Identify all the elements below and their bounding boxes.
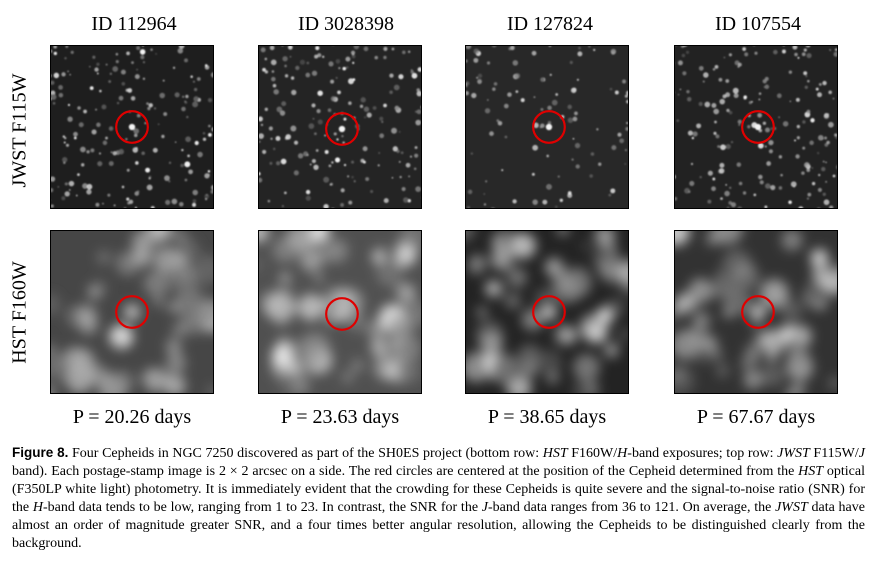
caption-text: -band exposures; top row:: [627, 446, 778, 461]
hst-image: [51, 231, 213, 393]
cepheid-marker-circle: [115, 295, 149, 329]
period-label-4: P = 67.67 days: [696, 406, 816, 428]
caption-text: F160W/: [567, 446, 618, 461]
stamp-jwst-4: [674, 45, 838, 209]
caption-italic: J: [481, 500, 488, 515]
row-label-jwst: JWST F115W: [0, 40, 40, 220]
stamp-hst-4: [674, 230, 838, 394]
jwst-image: [466, 46, 628, 208]
stamp-hst-1: [50, 230, 214, 394]
caption-text: -band data tends to be low, ranging from…: [42, 500, 482, 515]
caption-text: band). Each postage-stamp image is 2 × 2…: [12, 464, 799, 479]
stamp-hst-2: [258, 230, 422, 394]
stamp-jwst-2: [258, 45, 422, 209]
period-label-1: P = 20.26 days: [72, 406, 192, 428]
caption-italic: HST: [798, 464, 824, 479]
column-title-2: ID 3028398: [297, 13, 395, 35]
hst-image: [466, 231, 628, 393]
jwst-image: [51, 46, 213, 208]
stamp-jwst-3: [465, 45, 629, 209]
column-title-1: ID 112964: [91, 13, 177, 35]
figure-caption: Figure 8. Four Cepheids in NGC 7250 disc…: [12, 444, 865, 553]
column-title-4: ID 107554: [714, 13, 802, 35]
cepheid-marker-circle: [532, 295, 566, 329]
caption-text: F115W/: [809, 446, 859, 461]
caption-text: data have almost an order of magnitude g…: [12, 500, 865, 551]
stamp-jwst-1: [50, 45, 214, 209]
period-label-3: P = 38.65 days: [487, 406, 607, 428]
cepheid-marker-circle: [325, 297, 359, 331]
caption-italic: HST: [542, 446, 568, 461]
period-label-2: P = 23.63 days: [280, 406, 400, 428]
jwst-image: [675, 46, 837, 208]
row-label-hst-text: HST F160W: [8, 260, 31, 364]
caption-italic: JWST: [777, 446, 810, 461]
caption-italic: H: [617, 446, 628, 461]
caption-italic: JWST: [775, 500, 808, 515]
caption-italic: H: [32, 500, 43, 515]
caption-text: optical (F350LP white light) photometry.…: [12, 464, 865, 515]
column-title-3: ID 127824: [506, 13, 594, 35]
caption-text: -band data ranges from 36 to 121. On ave…: [488, 500, 776, 515]
hst-image: [259, 231, 421, 393]
hst-image: [675, 231, 837, 393]
cepheid-marker-circle: [325, 112, 359, 146]
caption-italic: J: [858, 446, 865, 461]
row-label-jwst-text: JWST F115W: [8, 73, 31, 187]
caption-text: Four Cepheids in NGC 7250 discovered as …: [68, 446, 543, 461]
cepheid-marker-circle: [115, 110, 149, 144]
row-label-hst: HST F160W: [0, 222, 40, 402]
cepheid-marker-circle: [532, 110, 566, 144]
jwst-image: [259, 46, 421, 208]
caption-label: Figure 8.: [12, 445, 69, 460]
cepheid-marker-circle: [741, 295, 775, 329]
stamp-hst-3: [465, 230, 629, 394]
cepheid-marker-circle: [741, 110, 775, 144]
